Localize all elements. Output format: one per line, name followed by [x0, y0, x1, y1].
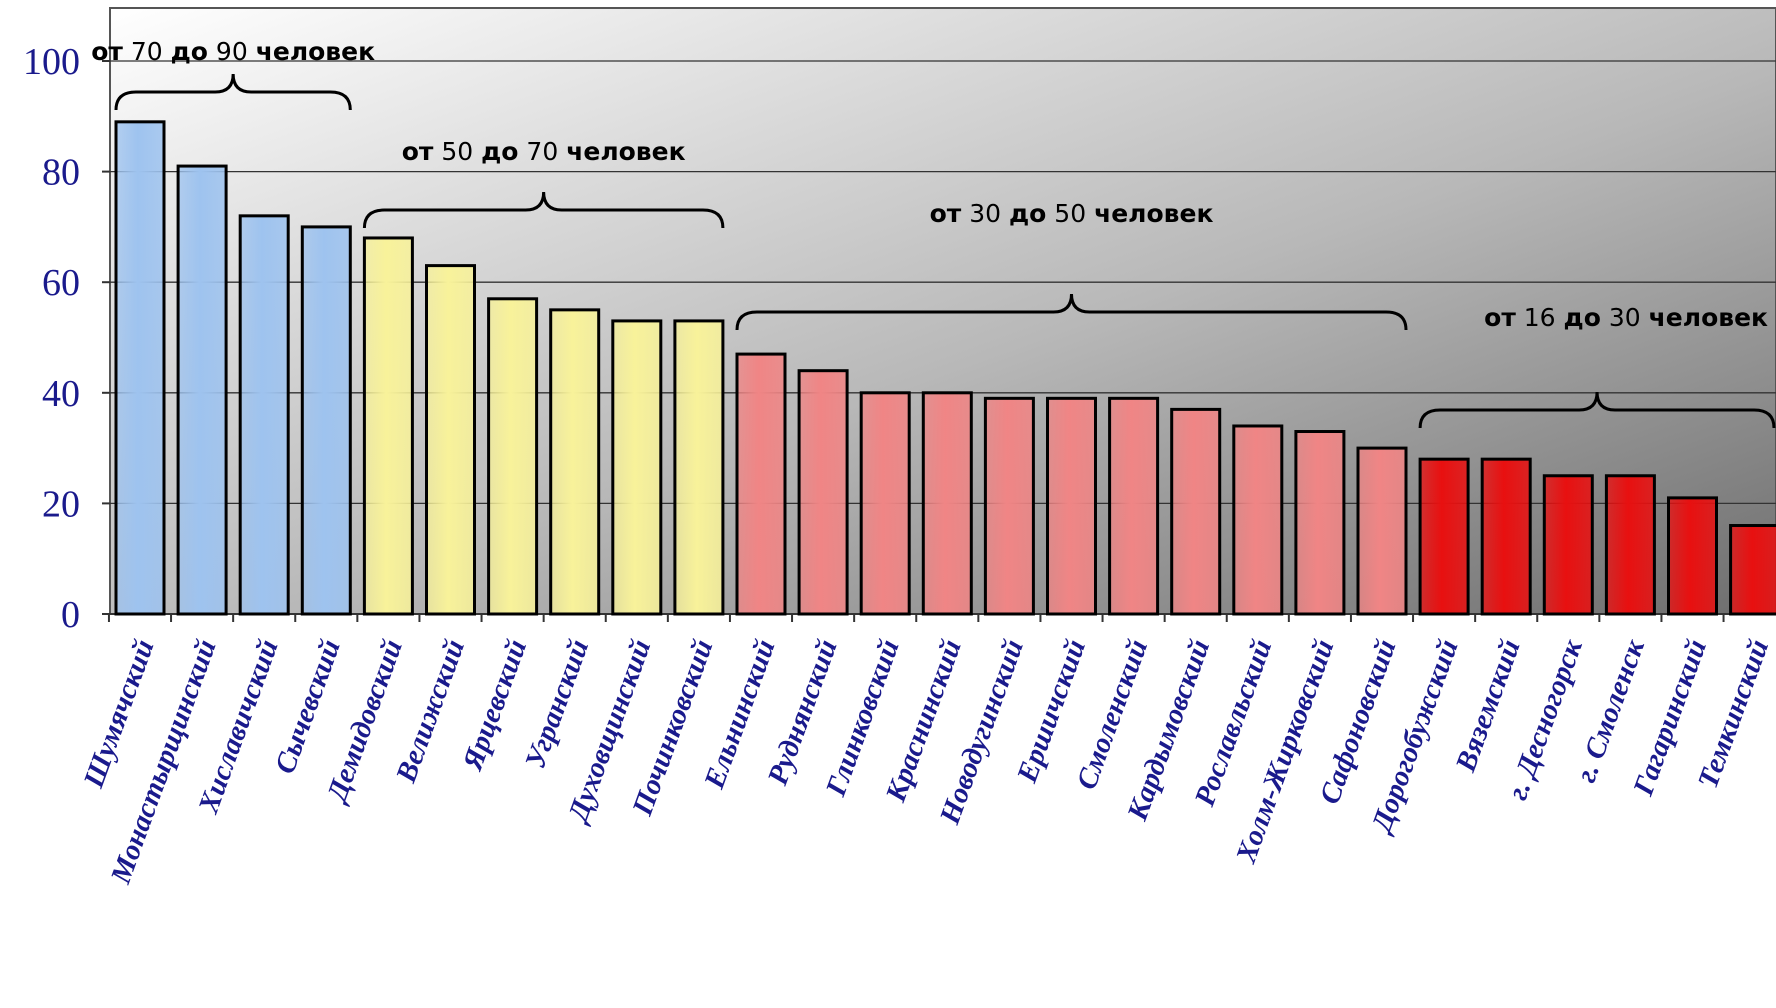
- bar: [1046, 396, 1097, 616]
- bar: [1418, 457, 1470, 616]
- bar: [176, 164, 228, 616]
- group-label: от 16 до 30 человек: [1484, 303, 1768, 332]
- bar: [735, 352, 787, 616]
- bar: [238, 214, 290, 616]
- bar: [1108, 396, 1160, 616]
- y-tick-label: 40: [42, 373, 80, 415]
- bar: [1232, 424, 1284, 616]
- bar: [1729, 524, 1776, 616]
- bar: [300, 225, 352, 616]
- group-brace: [114, 73, 352, 111]
- bar: [425, 264, 476, 616]
- bar: [921, 391, 973, 616]
- bar: [797, 369, 849, 616]
- y-tick-label: 20: [42, 483, 80, 525]
- group-brace: [735, 293, 1408, 331]
- y-tick-label: 0: [61, 594, 80, 636]
- bar: [114, 120, 166, 616]
- bar: [1170, 407, 1222, 616]
- bar: [859, 391, 911, 616]
- bar: [673, 319, 725, 616]
- bar: [1542, 474, 1594, 616]
- y-tick-label: 80: [42, 152, 80, 194]
- y-tick-label: 60: [42, 262, 80, 304]
- bar: [611, 319, 663, 616]
- bar: [1356, 446, 1408, 616]
- bar: [1480, 457, 1532, 616]
- bar: [983, 396, 1035, 616]
- y-tick-label: 100: [23, 41, 80, 83]
- group-label: от 50 до 70 человек: [402, 137, 686, 166]
- bar: [487, 297, 539, 616]
- bar: [1604, 474, 1656, 616]
- group-brace: [1418, 391, 1776, 429]
- group-label: от 70 до 90 человек: [91, 37, 375, 66]
- bar: [549, 308, 601, 616]
- bar: [1667, 496, 1718, 616]
- group-brace: [362, 191, 725, 229]
- bar: [362, 236, 414, 616]
- group-label: от 30 до 50 человек: [930, 199, 1214, 228]
- bar: [1294, 430, 1346, 616]
